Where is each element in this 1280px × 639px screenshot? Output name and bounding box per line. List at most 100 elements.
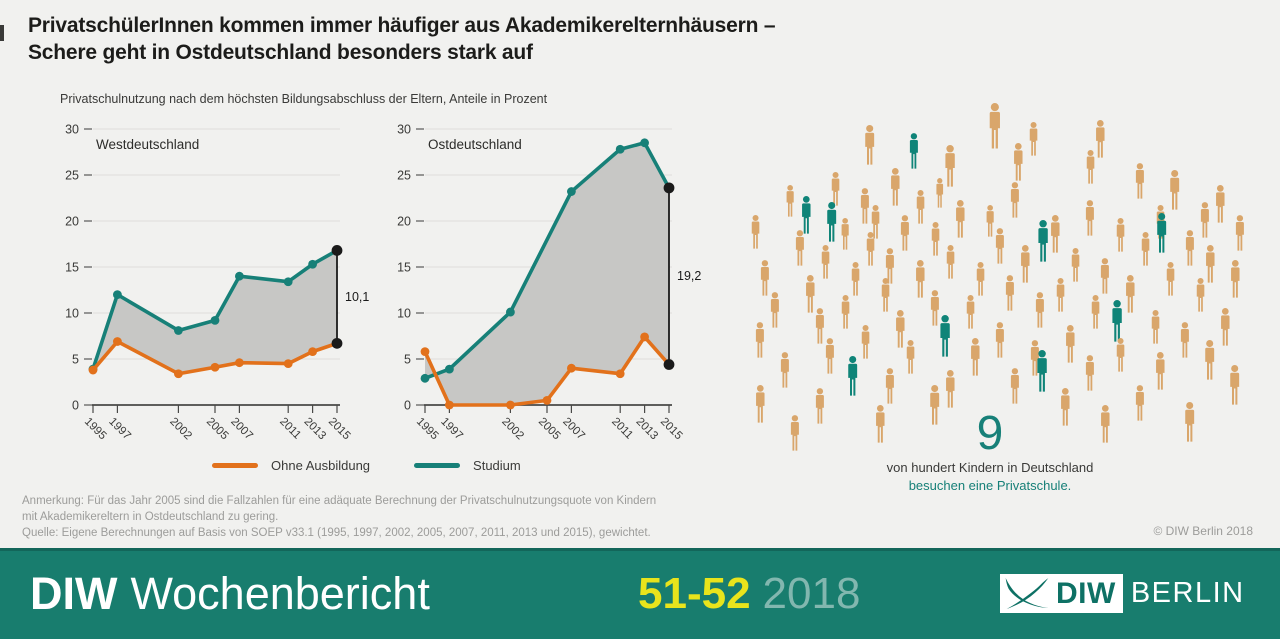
brand-diw: DIW [30, 567, 118, 619]
child-figure [1230, 365, 1240, 405]
pictogram-caption-line2: besuchen eine Privatschule. [908, 478, 1072, 493]
child-figure [1056, 278, 1064, 312]
gap-endpoint-top [663, 182, 675, 194]
y-tick-label: 10 [65, 307, 79, 321]
child-figure [1170, 170, 1180, 210]
x-tick-label: 2005 [536, 416, 563, 443]
child-figure [989, 103, 1001, 149]
child-figure [1215, 185, 1225, 223]
copyright: © DIW Berlin 2018 [1153, 524, 1253, 538]
child-figure [946, 245, 954, 279]
child-figure [790, 415, 799, 451]
data-point [445, 364, 454, 374]
child-figure [881, 278, 889, 312]
child-figure [1185, 230, 1194, 266]
gap-endpoint-bottom [663, 359, 675, 370]
child-figure [786, 185, 794, 217]
y-tick-label: 15 [397, 261, 411, 275]
data-point [640, 332, 649, 342]
series-line-orange [91, 339, 339, 376]
child-figure [1135, 163, 1144, 199]
child-figure [841, 295, 849, 329]
child-figure [815, 388, 824, 424]
child-figure [1180, 322, 1189, 358]
child-figure [1200, 202, 1209, 238]
data-point [174, 369, 183, 379]
logo-text-diw: DIW [1056, 576, 1116, 610]
data-point [210, 362, 220, 372]
x-tick-label: 2015 [658, 416, 685, 443]
child-figure-private-school [940, 315, 950, 357]
child-figure [805, 275, 815, 313]
child-figure [851, 262, 859, 296]
y-tick-label: 20 [397, 215, 411, 229]
child-figure [1095, 120, 1105, 158]
child-figure [1100, 258, 1109, 294]
child-figure [865, 125, 875, 165]
data-point [640, 138, 649, 148]
child-figure [831, 172, 839, 206]
data-point [235, 358, 244, 368]
child-figure [885, 368, 894, 404]
highlight-number: 9 [976, 407, 1004, 460]
chart-legend: Ohne Ausbildung Studium [212, 458, 521, 473]
child-figure [1155, 352, 1165, 390]
child-figure [841, 218, 849, 250]
child-figure [1020, 245, 1030, 283]
pictogram-caption-line1: von hundert Kindern in Deutschland [886, 460, 1094, 475]
child-figure [1091, 295, 1099, 329]
child-figure [1005, 275, 1014, 311]
child-figure [900, 215, 909, 251]
title-line2: Schere geht in Ostdeutschland besonders … [28, 41, 533, 64]
child-figure [1116, 218, 1124, 252]
footer-banner: DIW Wochenbericht 51-52 2018 DIW BERLIN [0, 548, 1280, 639]
x-tick-label: 2011 [277, 416, 303, 442]
diw-berlin-logo: DIW BERLIN [1000, 548, 1245, 639]
child-figure [936, 178, 944, 208]
child-figure [1013, 143, 1023, 181]
legend-swatch-orange [212, 463, 258, 468]
east-germany-chart: 0 5 10 15 20 25 30 Ostdeutschland 1995 1997 2002 20… [362, 120, 702, 465]
x-tick-label: 2007 [228, 416, 255, 443]
data-point [210, 315, 220, 325]
west-germany-chart: 0 5 10 15 20 25 30 Westdeutschland 1995 1997 2002 2… [30, 120, 370, 465]
child-figure [930, 290, 939, 326]
child-figure [1010, 368, 1019, 404]
child-figure [1166, 262, 1174, 296]
x-tick-label: 1995 [82, 416, 109, 443]
x-tick-label: 1997 [438, 416, 465, 443]
legend-item-studium: Studium [414, 458, 521, 473]
child-figure [890, 168, 900, 206]
child-figure [755, 322, 764, 358]
footnote-quelle: Quelle: Eigene Berechnungen auf Basis vo… [22, 527, 651, 539]
series-line-orange [423, 335, 671, 407]
child-figure-private-school [1112, 300, 1122, 342]
child-figure [885, 248, 894, 284]
footnotes: Anmerkung: Für das Jahr 2005 sind die Fa… [22, 493, 656, 541]
logo-text-berlin: BERLIN [1130, 577, 1245, 609]
page-edge-mark [0, 25, 4, 41]
child-figure [1205, 340, 1215, 380]
x-tick-label: 1997 [106, 416, 133, 443]
data-point [174, 326, 183, 335]
child-figure [770, 292, 779, 328]
legend-label-studium: Studium [473, 458, 521, 473]
data-point [283, 359, 293, 368]
child-figure [1135, 385, 1144, 421]
data-point [88, 365, 98, 375]
child-figure [1030, 340, 1039, 376]
child-figure [906, 340, 914, 374]
x-tick-label: 2005 [204, 416, 231, 443]
child-figure-private-school [1037, 350, 1047, 392]
x-tick-label: 2002 [499, 416, 526, 443]
page-title: PrivatschülerInnen kommen immer häufiger… [28, 12, 776, 66]
child-figure [1141, 232, 1149, 266]
chart-region-title: Westdeutschland [96, 137, 199, 152]
diw-logo-mark-icon [1005, 577, 1049, 610]
child-figure [866, 232, 874, 266]
x-tick-label: 2015 [326, 416, 353, 443]
issue-number-block: 51-52 2018 [638, 548, 860, 639]
child-figure [915, 260, 925, 298]
chart-subtitle: Privatschulnutzung nach dem höchsten Bil… [60, 92, 548, 106]
